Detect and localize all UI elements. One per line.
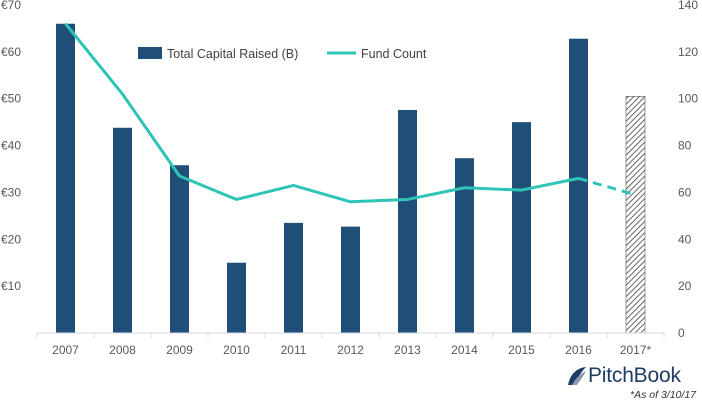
legend-label-capital: Total Capital Raised (B) xyxy=(167,47,298,61)
left-axis-tick-label: €60 xyxy=(1,45,21,59)
logo-text: PitchBook xyxy=(588,364,681,387)
right-axis-tick-label: 20 xyxy=(678,279,692,293)
bar xyxy=(113,127,132,333)
fund-count-line-projected xyxy=(578,176,636,197)
bar xyxy=(512,122,531,334)
footnote: *As of 3/10/17 xyxy=(630,389,696,401)
bar xyxy=(170,165,189,333)
legend-swatch-bar xyxy=(138,47,162,59)
bar xyxy=(625,96,646,334)
bar xyxy=(341,226,360,333)
right-axis-tick-label: 80 xyxy=(678,139,692,153)
bar xyxy=(227,262,246,333)
left-axis-tick-label: €20 xyxy=(1,232,21,246)
right-axis-tick-label: 120 xyxy=(678,45,698,59)
right-axis-tick-label: 60 xyxy=(678,185,692,199)
x-axis-tick-label: 2015 xyxy=(508,343,535,357)
x-axis-tick-label: 2010 xyxy=(223,343,250,357)
pitchbook-logo: PitchBook xyxy=(566,364,681,388)
x-axis-tick-label: 2008 xyxy=(109,343,136,357)
left-axis-tick-label: €40 xyxy=(1,139,21,153)
right-axis-tick-label: 140 xyxy=(678,0,698,12)
left-axis-tick-label: €70 xyxy=(1,0,21,12)
bar xyxy=(398,109,417,334)
x-axis-tick-label: 2017* xyxy=(620,343,652,357)
right-axis-tick-label: 100 xyxy=(678,92,698,106)
left-axis-tick-label: €10 xyxy=(1,279,21,293)
right-axis-tick-label: 0 xyxy=(678,326,685,340)
bar xyxy=(284,222,303,333)
x-axis-tick-label: 2011 xyxy=(281,343,307,357)
bar xyxy=(455,158,474,333)
fund-count-line xyxy=(64,22,579,204)
x-axis-tick-label: 2012 xyxy=(337,343,364,357)
pitchbook-leaf-icon xyxy=(568,367,586,385)
left-axis-tick-label: €30 xyxy=(1,185,21,199)
bar xyxy=(56,23,75,333)
legend-label-fund-count: Fund Count xyxy=(361,47,427,61)
bar xyxy=(569,38,588,333)
x-axis-tick-label: 2007 xyxy=(52,343,79,357)
x-axis-tick-label: 2013 xyxy=(394,343,421,357)
x-axis-tick-label: 2014 xyxy=(451,343,478,357)
x-axis-tick-label: 2009 xyxy=(166,343,193,357)
left-axis-tick-label: €50 xyxy=(1,92,21,106)
x-axis-tick-label: 2016 xyxy=(565,343,592,357)
right-axis-tick-label: 40 xyxy=(678,232,692,246)
